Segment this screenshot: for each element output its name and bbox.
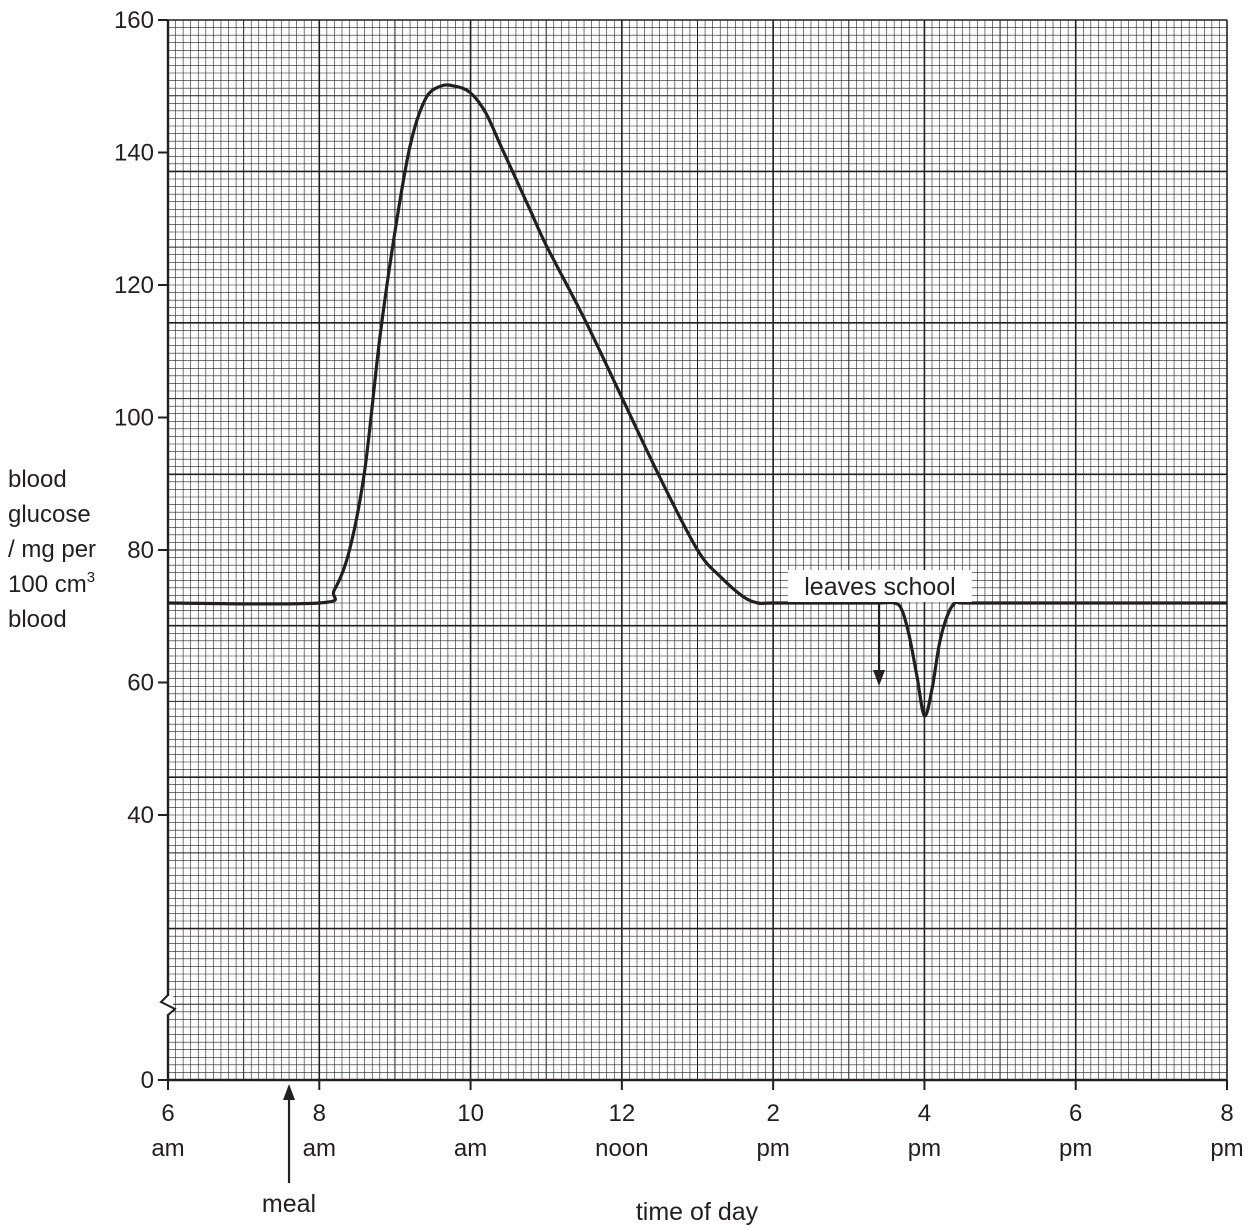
meal-arrowhead: [283, 1084, 296, 1100]
x-tick-sublabel: am: [151, 1135, 184, 1162]
y-tick-label: 60: [127, 670, 154, 697]
y-axis-label-line: blood: [8, 466, 67, 493]
x-axis-label: time of day: [636, 1198, 759, 1226]
x-tick-label: 2: [766, 1100, 779, 1127]
y-tick-label: 80: [127, 537, 154, 564]
y-axis-label: blood glucose / mg per 100 cm3 blood: [8, 466, 96, 633]
x-tick-label: 8: [313, 1100, 326, 1127]
y-tick-label: 120: [114, 272, 154, 299]
x-tick-sublabel: pm: [908, 1135, 941, 1162]
chart-grid: [167, 19, 1228, 1081]
meal-annotation: meal: [262, 1190, 316, 1218]
y-axis-label-line: glucose: [8, 501, 91, 528]
x-tick-label: 6: [1069, 1100, 1082, 1127]
x-tick-sublabel: pm: [756, 1135, 789, 1162]
y-tick-label: 0: [141, 1067, 154, 1094]
series-line: [167, 83, 1227, 718]
x-tick-label: 8: [1220, 1100, 1233, 1127]
x-tick-sublabel: pm: [1059, 1135, 1092, 1162]
chart-series: [167, 83, 1227, 718]
x-tick-sublabel: am: [454, 1135, 487, 1162]
x-tick-sublabel: noon: [595, 1135, 648, 1162]
y-tick-label: 160: [114, 7, 154, 34]
leaves-school-annotation: leaves school: [804, 573, 955, 601]
y-tick-label: 140: [114, 140, 154, 167]
x-tick-sublabel: pm: [1210, 1135, 1243, 1162]
x-tick-label: 12: [609, 1100, 636, 1127]
x-tick-label: 10: [457, 1100, 484, 1127]
y-tick-label: 40: [127, 802, 154, 829]
x-tick-label: 6: [161, 1100, 174, 1127]
chart-annotations: meal leaves school: [262, 570, 972, 1218]
x-tick-label: 4: [918, 1100, 931, 1127]
x-tick-sublabel: am: [303, 1135, 336, 1162]
y-tick-label: 100: [114, 405, 154, 432]
axis-tick-labels: 0 40 60 80 100 120 140 160 6 am 8 am 10 am 12 noon 2 pm 4 p…: [114, 7, 1244, 1162]
y-axis-label-line: 100 cm3: [8, 569, 95, 598]
leaves-school-arrowhead: [873, 670, 886, 686]
y-axis-label-line: / mg per: [8, 536, 96, 563]
axis-break-mark: [159, 994, 177, 1016]
annotation-background: [788, 570, 972, 602]
y-axis-label-line: blood: [8, 606, 67, 633]
y-axis-label-superscript: 3: [87, 569, 95, 586]
